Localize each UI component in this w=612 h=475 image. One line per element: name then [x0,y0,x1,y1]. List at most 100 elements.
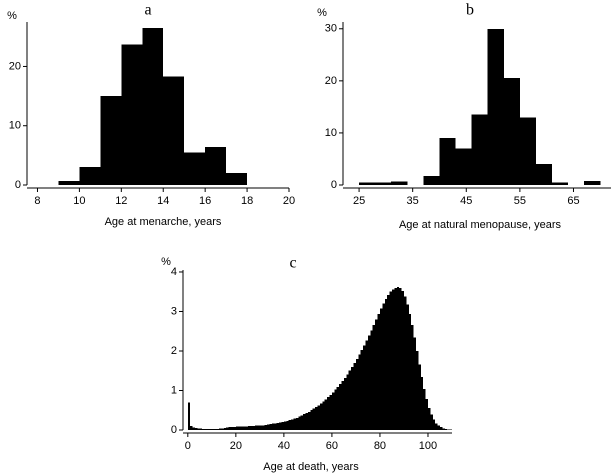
bar [240,426,244,430]
bar [214,428,217,430]
bar [363,345,366,430]
bar [423,388,426,430]
bar [444,429,448,430]
bar [226,427,229,430]
bar [401,290,404,430]
bar [142,27,164,185]
bar [377,313,380,430]
bar [365,340,368,430]
bar [58,180,80,185]
x-tick-label: 18 [241,195,253,207]
bar [100,96,122,185]
bar [276,422,280,430]
x-tick-label: 20 [283,195,295,207]
bar [399,287,402,430]
bar [312,408,316,430]
bar [238,426,241,430]
bar [413,337,416,430]
bar [391,289,395,430]
bar [415,350,419,430]
bar [348,370,352,430]
bar [307,411,311,430]
bar [351,366,354,430]
y-tick-label: 2 [171,345,177,357]
x-tick-label: 65 [567,195,579,207]
y-tick-label: 4 [171,266,177,278]
bar [121,44,143,185]
bar [250,426,253,430]
bar [394,287,397,430]
bar [195,428,198,430]
bar [425,399,428,430]
bar [331,392,335,430]
bar [358,354,361,430]
bar [295,417,299,430]
bar [184,152,206,185]
bar [216,428,220,430]
bar [339,384,342,430]
bar [430,414,433,430]
bar [384,298,388,430]
bar [487,28,504,185]
bar [281,422,284,430]
bar [396,286,400,430]
bar [298,416,301,430]
bar [334,389,337,430]
y-tick-label: 20 [9,60,21,72]
bar [233,426,236,430]
bar [336,386,340,430]
bar [303,414,306,430]
bar [257,425,260,430]
bar [379,308,383,430]
bar [202,428,205,430]
bar [370,330,373,430]
bar [163,76,185,185]
bar [389,291,392,430]
bar [243,426,246,430]
bar [245,426,248,430]
bar [199,428,203,430]
bar [418,364,421,430]
y-tick-label: 0 [171,424,177,436]
bar [375,319,378,430]
bar [319,403,323,430]
y-tick-label: 30 [325,23,337,35]
x-tick-label: 80 [374,440,386,452]
bar [264,424,268,430]
bar [235,426,239,430]
x-tick-label: 10 [73,195,85,207]
x-tick-label: 20 [230,440,242,452]
x-tick-label: 35 [407,195,419,207]
panel-title: c [289,255,296,272]
bar [423,176,440,185]
bar [439,427,443,430]
bar [439,138,456,185]
bar [231,426,234,430]
bar [435,423,438,430]
bar [411,324,414,430]
bar [211,428,215,430]
x-tick-label: 45 [460,195,472,207]
bar [372,324,376,430]
bar [228,427,232,430]
y-axis-label: % [317,7,327,19]
y-tick-label: 1 [171,384,177,396]
x-axis-label: Age at menarche, years [105,216,222,228]
y-tick-label: 10 [325,127,337,139]
bar [375,182,392,185]
bar [341,381,344,430]
y-tick-label: 20 [325,75,337,87]
bar [190,426,193,430]
y-tick-label: 0 [15,179,21,191]
bar [346,374,349,430]
bar [291,419,294,430]
bar [204,428,208,430]
bar [269,424,272,430]
bar [259,425,263,430]
bar [305,413,308,430]
bar [315,407,318,430]
bar [207,428,210,430]
bar [255,425,258,430]
bar [327,397,330,430]
